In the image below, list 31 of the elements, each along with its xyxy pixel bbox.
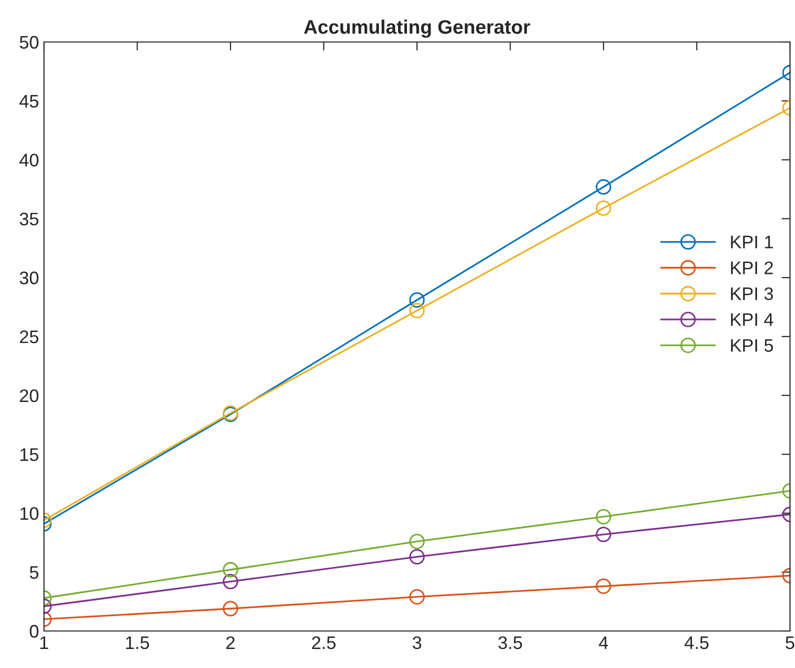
legend-label: KPI 3 xyxy=(731,287,773,300)
y-tick-label: 50 xyxy=(20,36,38,49)
legend-label: KPI 5 xyxy=(731,339,773,352)
y-tick-label: 20 xyxy=(20,389,38,402)
point xyxy=(409,534,425,550)
y-tick-label: 5 xyxy=(30,566,38,579)
y-tick-label: 30 xyxy=(20,272,38,284)
x-tick-label: 1 xyxy=(40,636,48,649)
legend-label: KPI 2 xyxy=(731,261,773,274)
point xyxy=(409,292,425,308)
chart-title: Accumulating Generator xyxy=(304,20,530,38)
x-tick-label: 3 xyxy=(412,636,422,650)
x-tick-label: 4.5 xyxy=(684,636,709,650)
y-tick-label: 15 xyxy=(20,448,38,462)
point xyxy=(409,302,425,318)
point xyxy=(409,589,425,605)
x-tick-label: 2 xyxy=(226,636,235,649)
x-tick-label: 1.5 xyxy=(126,636,150,650)
y-tick-label: 25 xyxy=(20,330,38,344)
y-tick-label: 0 xyxy=(30,624,38,638)
y-tick-label: 35 xyxy=(20,212,38,226)
y-tick-label: 45 xyxy=(19,95,38,108)
legend-label: KPI 4 xyxy=(731,313,774,326)
y-tick-label: 40 xyxy=(19,154,38,167)
x-tick-label: 5 xyxy=(786,636,794,650)
x-tick-label: 4 xyxy=(598,636,608,649)
legend-label: KPI 1 xyxy=(731,236,773,248)
y-tick-label: 10 xyxy=(20,507,38,520)
x-tick-label: 2.5 xyxy=(312,636,336,650)
x-tick-label: 3.5 xyxy=(498,636,522,650)
point xyxy=(409,549,425,564)
